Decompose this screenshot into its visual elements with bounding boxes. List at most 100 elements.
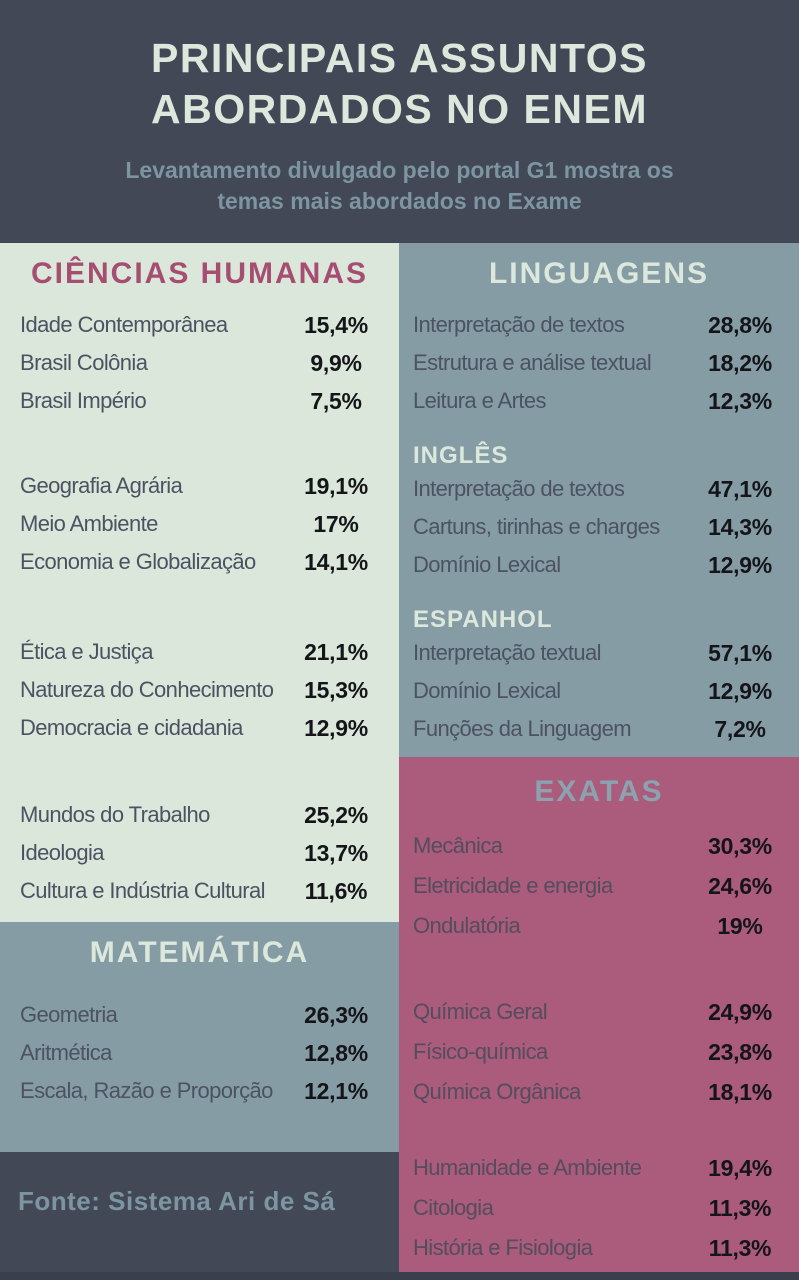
topic-value: 12,8% — [304, 1039, 368, 1066]
topic-row: Físico-química 23,8% — [399, 1032, 799, 1072]
topic-group: Interpretação textual 57,1% Domínio Lexi… — [399, 634, 799, 748]
topic-row: Ideologia 13,7% — [0, 834, 399, 872]
right-column: LINGUAGENS Interpretação de textos 28,8%… — [399, 243, 799, 1280]
topic-row: Mundos do Trabalho 25,2% — [0, 796, 399, 834]
topic-row: Brasil Império 7,5% — [0, 382, 399, 420]
topic-value: 12,9% — [708, 551, 772, 578]
topic-label: Brasil Império — [20, 388, 147, 413]
topic-row: Brasil Colônia 9,9% — [0, 344, 399, 382]
topic-value: 21,1% — [304, 638, 368, 665]
topic-label: Interpretação de textos — [413, 476, 625, 501]
topic-value: 15,4% — [304, 311, 368, 338]
topic-label: Citologia — [413, 1195, 494, 1220]
content-columns: CIÊNCIAS HUMANAS Idade Contemporânea 15,… — [0, 243, 799, 1280]
topic-row: Domínio Lexical 12,9% — [399, 672, 799, 710]
topic-group: Geometria 26,3% Aritmética 12,8% Escala,… — [0, 996, 399, 1110]
page-title-line-1: PRINCIPAIS ASSUNTOS — [150, 35, 649, 81]
topic-row: Domínio Lexical 12,9% — [399, 546, 799, 584]
topic-value: 11,6% — [304, 877, 368, 904]
topic-row: Escala, Razão e Proporção 12,1% — [0, 1072, 399, 1110]
topic-label: Ideologia — [20, 840, 105, 865]
section-title-exatas: EXATAS — [534, 775, 664, 808]
topic-label: Química Geral — [413, 999, 548, 1024]
topic-row: Cartuns, tirinhas e charges 14,3% — [399, 508, 799, 546]
topic-label: Funções da Linguagem — [413, 716, 632, 741]
topic-value: 12,9% — [304, 714, 368, 741]
topic-group: Ética e Justiça 21,1% Natureza do Conhec… — [0, 633, 399, 747]
topic-value: 7,2% — [714, 715, 766, 742]
topic-label: Escala, Razão e Proporção — [20, 1078, 273, 1103]
topic-row: Geometria 26,3% — [0, 996, 399, 1034]
topic-row: Democracia e cidadania 12,9% — [0, 709, 399, 747]
topic-value: 28,8% — [708, 311, 772, 338]
section-matematica: MATEMÁTICA Geometria 26,3% Aritmética 12… — [0, 922, 399, 1152]
topic-group: Geografia Agrária 19,1% Meio Ambiente 17… — [0, 467, 399, 581]
topic-value: 25,2% — [304, 801, 368, 828]
subsection-title-ingles: INGLÊS — [413, 442, 509, 469]
section-title-matematica: MATEMÁTICA — [89, 936, 310, 969]
topic-row: Interpretação de textos 28,8% — [399, 306, 799, 344]
topic-row: Ondulatória 19% — [399, 906, 799, 946]
topic-label: Eletricidade e energia — [413, 873, 613, 898]
topic-row: Citologia 11,3% — [399, 1188, 799, 1228]
section-exatas: EXATAS Mecânica 30,3% Eletricidade e ene… — [399, 757, 799, 1280]
topic-label: Interpretação de textos — [413, 312, 625, 337]
topic-label: Interpretação textual — [413, 640, 602, 665]
topic-value: 47,1% — [708, 475, 772, 502]
topic-label: Humanidade e Ambiente — [413, 1155, 642, 1180]
topic-label: Cultura e Indústria Cultural — [20, 878, 265, 903]
topic-value: 14,3% — [708, 513, 772, 540]
topic-label: Mecânica — [413, 833, 503, 858]
topic-row: Mecânica 30,3% — [399, 826, 799, 866]
footer: Fonte: Sistema Ari de Sá — [0, 1152, 399, 1280]
topic-row: Química Geral 24,9% — [399, 992, 799, 1032]
topic-value: 24,9% — [708, 998, 772, 1025]
topic-value: 11,3% — [708, 1234, 772, 1261]
topic-group: Idade Contemporânea 15,4% Brasil Colônia… — [0, 306, 399, 420]
topic-label: Geografia Agrária — [20, 473, 183, 498]
topic-value: 24,6% — [708, 872, 772, 899]
topic-value: 19,4% — [708, 1154, 772, 1181]
topic-value: 57,1% — [708, 639, 772, 666]
topic-row: Interpretação de textos 47,1% — [399, 470, 799, 508]
page-subtitle: Levantamento divulgado pelo portal G1 mo… — [0, 155, 799, 217]
topic-group: Interpretação de textos 47,1% Cartuns, t… — [399, 470, 799, 584]
bottom-border — [0, 1272, 799, 1280]
topic-row: História e Fisiologia 11,3% — [399, 1228, 799, 1268]
topic-group: Química Geral 24,9% Físico-química 23,8%… — [399, 992, 799, 1112]
topic-label: Natureza do Conhecimento — [20, 677, 274, 702]
topic-value: 9,9% — [310, 349, 362, 376]
topic-row: Idade Contemporânea 15,4% — [0, 306, 399, 344]
topic-row: Aritmética 12,8% — [0, 1034, 399, 1072]
topic-label: Química Orgânica — [413, 1079, 581, 1104]
topic-value: 26,3% — [304, 1001, 368, 1028]
topic-row: Geografia Agrária 19,1% — [0, 467, 399, 505]
topic-value: 12,3% — [708, 387, 772, 414]
topic-value: 11,3% — [708, 1194, 772, 1221]
topic-row: Química Orgânica 18,1% — [399, 1072, 799, 1112]
topic-value: 12,9% — [708, 677, 772, 704]
topic-label: Meio Ambiente — [20, 511, 158, 536]
topic-row: Interpretação textual 57,1% — [399, 634, 799, 672]
topic-value: 12,1% — [304, 1077, 368, 1104]
topic-label: Domínio Lexical — [413, 678, 561, 703]
topic-label: Economia e Globalização — [20, 549, 256, 574]
topic-row: Estrutura e análise textual 18,2% — [399, 344, 799, 382]
topic-label: História e Fisiologia — [413, 1235, 593, 1260]
topic-label: Estrutura e análise textual — [413, 350, 652, 375]
topic-value: 30,3% — [708, 832, 772, 859]
topic-label: Mundos do Trabalho — [20, 802, 210, 827]
topic-row: Meio Ambiente 17% — [0, 505, 399, 543]
topic-value: 19,1% — [304, 472, 368, 499]
topic-label: Democracia e cidadania — [20, 715, 243, 740]
topic-label: Cartuns, tirinhas e charges — [413, 514, 660, 539]
page-title: PRINCIPAIS ASSUNTOS ABORDADOS NO ENEM — [0, 33, 799, 135]
topic-label: Domínio Lexical — [413, 552, 561, 577]
topic-label: Ondulatória — [413, 913, 521, 938]
topic-row: Humanidade e Ambiente 19,4% — [399, 1148, 799, 1188]
topic-value: 7,5% — [310, 387, 362, 414]
section-linguagens: LINGUAGENS Interpretação de textos 28,8%… — [399, 243, 799, 757]
page-title-line-2: ABORDADOS NO ENEM — [150, 86, 649, 132]
topic-value: 19% — [717, 912, 763, 939]
